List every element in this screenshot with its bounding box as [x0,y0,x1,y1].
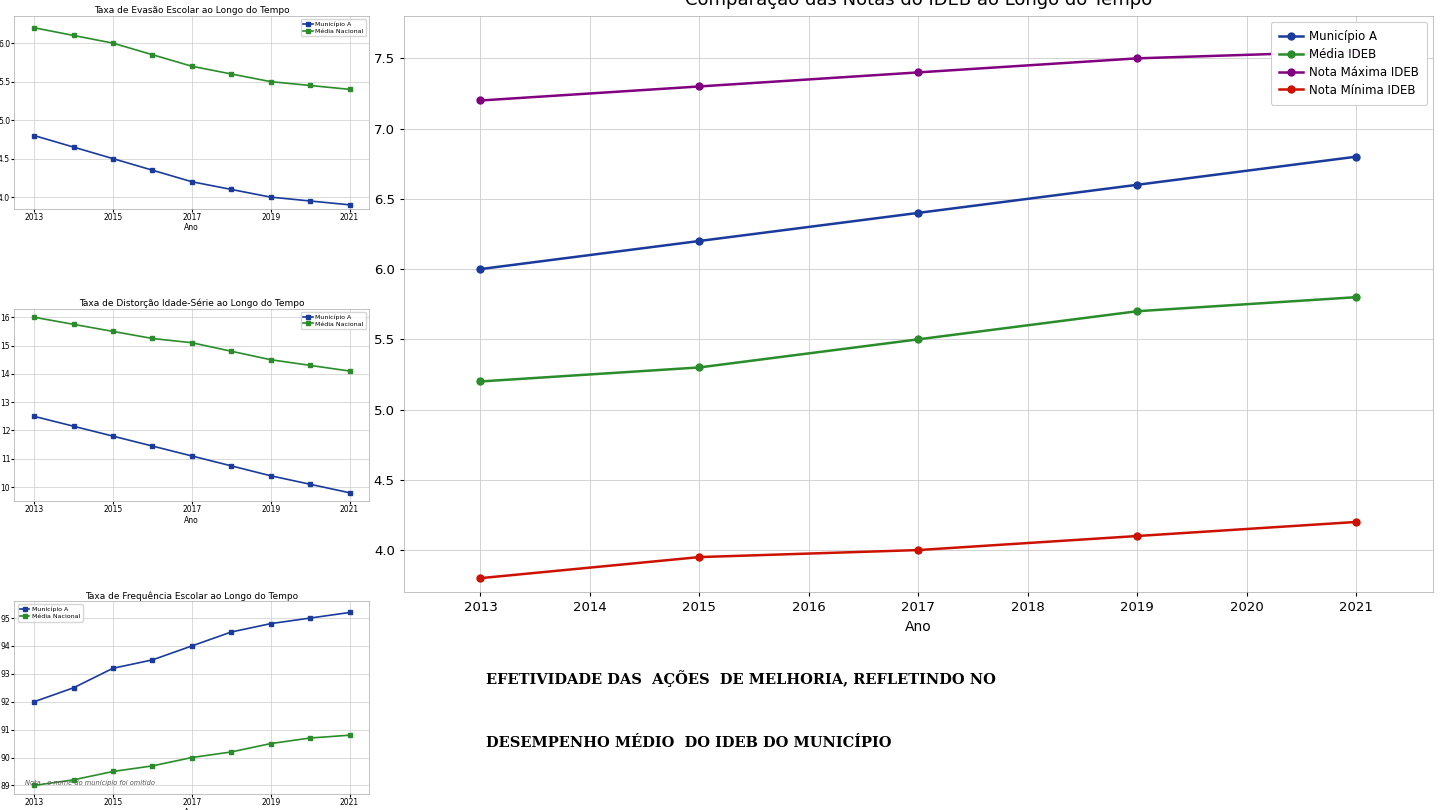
Line: Nota Mínima IDEB: Nota Mínima IDEB [477,518,1359,582]
Município A [144,165,161,175]
Média Nacional [223,69,240,79]
Município A [223,627,240,637]
Município A [262,192,279,202]
Município A [341,200,359,210]
Média Nacional [341,84,359,94]
Nota Máxima IDEB [1348,46,1365,56]
Média IDEB [1348,292,1365,302]
Município A [301,196,318,206]
Média Nacional [104,766,121,776]
Nota Mínima IDEB [472,573,490,583]
Município A [301,613,318,623]
Nota Mínima IDEB [1129,531,1146,541]
Text: Nota - o nome do município foi omitido: Nota - o nome do município foi omitido [24,779,156,786]
Município A [472,264,490,274]
Line: Município A: Município A [477,153,1359,272]
Município A [26,697,43,706]
Média Nacional [144,334,161,343]
Média IDEB [910,335,927,344]
X-axis label: Ano: Ano [904,620,932,633]
Nota Máxima IDEB [472,96,490,105]
Line: Nota Máxima IDEB: Nota Máxima IDEB [477,48,1359,104]
Média Nacional [26,313,43,322]
Text: EFETIVIDADE DAS  AÇÕES  DE MELHORIA, REFLETINDO NO: EFETIVIDADE DAS AÇÕES DE MELHORIA, REFLE… [487,671,996,687]
Line: Média Nacional: Média Nacional [32,315,351,373]
Nota Máxima IDEB [910,67,927,77]
Title: Taxa de Evasão Escolar ao Longo do Tempo: Taxa de Evasão Escolar ao Longo do Tempo [94,6,289,15]
Nota Máxima IDEB [691,82,708,92]
Município A [104,663,121,673]
Média Nacional [104,38,121,48]
Município A [341,608,359,617]
Legend: Município A, Média Nacional: Município A, Média Nacional [301,19,366,36]
Média Nacional [183,752,200,762]
Nota Mínima IDEB [691,552,708,562]
Nota Mínima IDEB [1348,517,1365,526]
Município A [301,480,318,489]
Média Nacional [341,731,359,740]
X-axis label: Ano: Ano [184,808,199,810]
Município A [262,471,279,480]
Média Nacional [301,81,318,91]
Município A [1129,180,1146,190]
Município A [26,411,43,421]
Município A [183,451,200,461]
Município A [26,130,43,140]
Title: Taxa de Frequência Escolar ao Longo do Tempo: Taxa de Frequência Escolar ao Longo do T… [85,591,298,600]
Média IDEB [472,377,490,386]
Média Nacional [262,739,279,748]
Média Nacional [341,366,359,376]
Média Nacional [301,360,318,370]
Município A [262,619,279,629]
Município A [1348,151,1365,161]
Line: Média IDEB: Média IDEB [477,294,1359,385]
X-axis label: Ano: Ano [184,516,199,525]
Média Nacional [104,326,121,336]
Title: Comparação das Notas do IDEB ao Longo do Tempo: Comparação das Notas do IDEB ao Longo do… [684,0,1152,9]
Município A [910,208,927,218]
Média Nacional [183,62,200,71]
Município A [144,441,161,451]
Line: Município A: Município A [32,610,351,704]
Média Nacional [65,31,82,40]
Legend: Município A, Média Nacional: Município A, Média Nacional [301,312,366,329]
Média Nacional [262,77,279,87]
Média Nacional [262,355,279,364]
Line: Média Nacional: Média Nacional [32,733,351,788]
Média Nacional [144,50,161,60]
Média Nacional [65,319,82,329]
Média Nacional [26,23,43,32]
Line: Município A: Município A [32,414,351,495]
Line: Município A: Município A [32,133,351,207]
Média Nacional [65,775,82,785]
Município A [341,488,359,497]
Média Nacional [144,761,161,771]
Média IDEB [1129,306,1146,316]
Município A [65,143,82,152]
Município A [691,237,708,246]
Nota Mínima IDEB [910,545,927,555]
Município A [183,641,200,650]
Legend: Município A, Média IDEB, Nota Máxima IDEB, Nota Mínima IDEB: Município A, Média IDEB, Nota Máxima IDE… [1272,22,1427,104]
Line: Média Nacional: Média Nacional [32,25,351,92]
Média IDEB [691,363,708,373]
Município A [104,154,121,164]
Município A [223,185,240,194]
Text: DESEMPENHO MÉDIO  DO IDEB DO MUNICÍPIO: DESEMPENHO MÉDIO DO IDEB DO MUNICÍPIO [487,736,891,750]
Município A [144,655,161,665]
X-axis label: Ano: Ano [184,224,199,232]
Nota Máxima IDEB [1129,53,1146,63]
Município A [65,421,82,431]
Title: Taxa de Distorção Idade-Série ao Longo do Tempo: Taxa de Distorção Idade-Série ao Longo d… [79,298,305,308]
Município A [223,461,240,471]
Município A [104,431,121,441]
Legend: Município A, Média Nacional: Município A, Média Nacional [17,604,82,621]
Média Nacional [26,781,43,791]
Média Nacional [223,347,240,356]
Média Nacional [223,747,240,757]
Município A [65,683,82,693]
Município A [183,177,200,186]
Média Nacional [183,338,200,347]
Média Nacional [301,733,318,743]
